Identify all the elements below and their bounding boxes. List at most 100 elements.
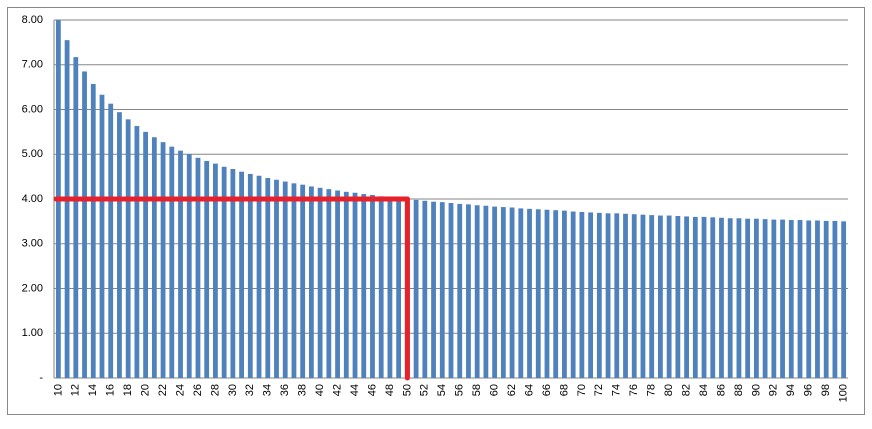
bar [308, 186, 314, 378]
x-tick-label: 66 [541, 384, 553, 396]
bar [265, 177, 271, 378]
bar [413, 199, 419, 378]
x-tick-label: 54 [436, 384, 448, 396]
y-tick-label: 6.00 [22, 103, 43, 115]
x-tick-label: 14 [87, 384, 99, 396]
bar [370, 194, 375, 378]
bar [239, 171, 244, 378]
x-tick-label: 64 [523, 384, 535, 396]
bar [335, 190, 340, 378]
bar [90, 83, 96, 379]
x-tick-label: 68 [558, 384, 570, 396]
x-tick-label: 26 [192, 384, 204, 396]
bar [527, 208, 532, 378]
bar [771, 219, 777, 378]
x-tick-label: 22 [157, 384, 169, 396]
bar [178, 150, 183, 378]
x-tick-label: 94 [785, 384, 797, 396]
bar [439, 202, 445, 378]
bar [73, 57, 79, 379]
bar [614, 213, 620, 378]
bar [466, 204, 471, 378]
x-tick-label: 30 [227, 384, 239, 396]
x-tick-label: 100 [838, 384, 850, 402]
x-tick-label: 82 [680, 384, 692, 396]
bar [509, 207, 515, 378]
x-tick-label: 60 [489, 384, 501, 396]
x-tick-label: 58 [471, 384, 483, 396]
bar [631, 214, 637, 378]
x-tick-label: 16 [105, 384, 117, 396]
x-tick-label: 10 [52, 384, 64, 396]
bar [483, 205, 489, 378]
bar [692, 216, 698, 378]
x-tick-label: 92 [768, 384, 780, 396]
bar [780, 219, 785, 378]
bar [221, 166, 227, 378]
bar [213, 163, 218, 378]
bar [151, 137, 157, 378]
bar [247, 173, 253, 378]
bar [649, 215, 655, 378]
bar [274, 179, 279, 378]
x-tick-label: 56 [454, 384, 466, 396]
y-tick-label: 8.00 [22, 14, 43, 26]
y-tick-label: 5.00 [22, 148, 43, 160]
x-tick-label: 36 [279, 384, 291, 396]
x-tick-label: 96 [803, 384, 815, 396]
bar [535, 209, 541, 378]
bar [815, 220, 820, 378]
bar [326, 189, 332, 378]
bar [579, 211, 585, 378]
y-tick-label: 1.00 [22, 327, 43, 339]
bar [588, 212, 594, 378]
bar [378, 196, 384, 378]
x-tick-label: 34 [262, 384, 274, 396]
x-tick-label: 24 [174, 384, 186, 396]
x-tick-label: 40 [314, 384, 326, 396]
bar [143, 131, 149, 378]
x-tick-label: 84 [698, 384, 710, 396]
bar [553, 210, 559, 378]
bar [108, 103, 114, 379]
bar [736, 218, 742, 378]
bar [492, 206, 498, 378]
x-tick-label: 28 [209, 384, 221, 396]
bar [788, 220, 794, 378]
bar [745, 218, 751, 378]
bar [500, 207, 506, 378]
x-tick-label: 80 [663, 384, 675, 396]
bar [518, 208, 524, 378]
bar [596, 212, 602, 378]
bar [823, 220, 829, 378]
bar [387, 197, 393, 378]
bar [474, 205, 480, 378]
x-tick-label: 44 [349, 384, 361, 396]
bar [701, 216, 707, 378]
y-tick-label: 4.00 [22, 193, 43, 205]
bar [841, 221, 847, 378]
x-tick-label: 38 [297, 384, 309, 396]
bar [658, 215, 663, 378]
bar [361, 194, 367, 378]
x-tick-label: 74 [611, 384, 623, 396]
x-tick-label: 46 [366, 384, 378, 396]
bar [195, 157, 201, 378]
bar [684, 216, 689, 378]
bar [727, 218, 733, 378]
y-tick-label: 2.00 [22, 282, 43, 294]
bar [562, 210, 567, 378]
x-tick-label: 78 [646, 384, 658, 396]
bar [352, 192, 358, 378]
bar [422, 200, 428, 378]
bar [291, 183, 297, 378]
bar [832, 220, 838, 378]
bar [282, 181, 288, 378]
x-tick-label: 18 [122, 384, 134, 396]
bar [762, 219, 768, 378]
bar [64, 40, 70, 378]
bar [666, 215, 672, 378]
y-tick-label: 7.00 [22, 59, 43, 71]
x-tick-label: 48 [384, 384, 396, 396]
bar [570, 211, 576, 378]
